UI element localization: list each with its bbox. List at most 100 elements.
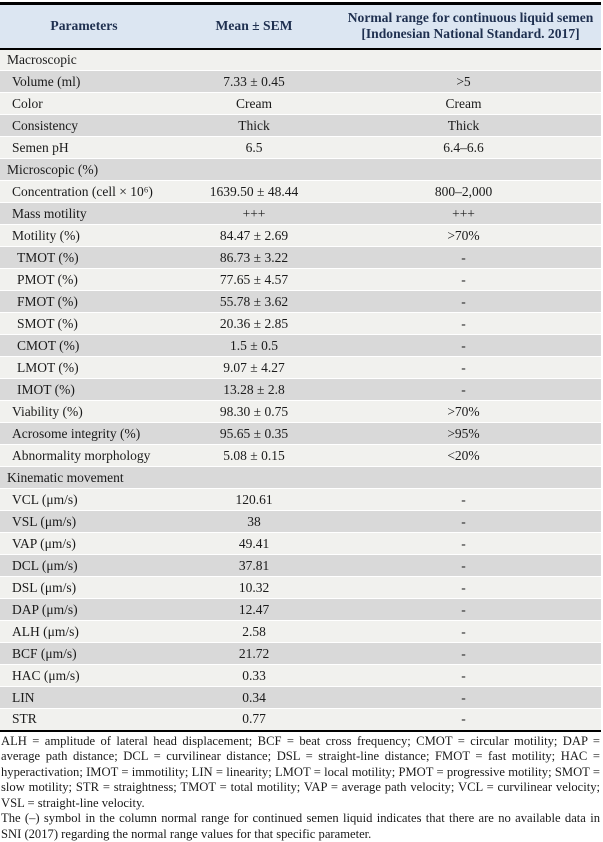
normal-range-value: - [461, 579, 466, 595]
table-row: Color Cream Cream [0, 92, 601, 115]
normal-range-value: >70% [447, 227, 480, 243]
normal-range-value: - [461, 689, 466, 705]
normal-range-value: - [461, 491, 466, 507]
table-row: Volume (ml) 7.33 ± 0.45 >5 [0, 70, 601, 93]
table-row: Viability (%) 98.30 ± 0.75 >70% [0, 400, 601, 423]
parameter-label: STR [12, 711, 37, 727]
mean-sem-value: Thick [238, 117, 270, 133]
table-row: Motility (%) 84.47 ± 2.69 >70% [0, 224, 601, 247]
parameter-label: CMOT (%) [17, 337, 80, 353]
section-row: Microscopic (%) [0, 158, 601, 181]
normal-range-value: Cream [445, 95, 482, 111]
table-row: Acrosome integrity (%) 95.65 ± 0.35 >95% [0, 422, 601, 445]
normal-range-value: - [461, 557, 466, 573]
header-normal-range-line2: [Indonesian National Standard. 2017] [361, 26, 580, 42]
header-normal-range: Normal range for continuous liquid semen… [340, 4, 601, 49]
normal-range-value: >5 [456, 73, 471, 89]
table-row: BCF (μm/s) 21.72 - [0, 642, 601, 665]
normal-range-value: >70% [447, 403, 480, 419]
mean-sem-value: 84.47 ± 2.69 [219, 227, 289, 243]
parameter-label: HAC (μm/s) [12, 667, 80, 683]
parameter-label: Consistency [12, 117, 78, 133]
normal-range-value: 6.4–6.6 [443, 139, 484, 155]
mean-sem-value: 77.65 ± 4.57 [219, 271, 289, 287]
table-row: IMOT (%) 13.28 ± 2.8 - [0, 378, 601, 401]
table-row: STR 0.77 - [0, 708, 601, 731]
normal-range-value: >95% [447, 425, 480, 441]
mean-sem-value: +++ [242, 205, 266, 221]
header-mean-sem: Mean ± SEM [215, 18, 293, 34]
section-label: Kinematic movement [7, 469, 124, 485]
mean-sem-value: 120.61 [235, 491, 273, 507]
table-row: VSL (μm/s) 38 - [0, 510, 601, 533]
mean-sem-value: 95.65 ± 0.35 [219, 425, 289, 441]
parameter-label: DSL (μm/s) [12, 579, 77, 595]
mean-sem-value: 38 [247, 513, 261, 529]
normal-range-value: +++ [452, 205, 475, 221]
footnote-dash-note: The (–) symbol in the column normal rang… [1, 811, 600, 841]
parameter-label: Color [12, 95, 43, 111]
parameter-label: TMOT (%) [17, 249, 79, 265]
parameter-label: LMOT (%) [17, 359, 79, 375]
table-body: Macroscopic Volume (ml) 7.33 ± 0.45 >5 Color… [0, 48, 601, 731]
mean-sem-value: 98.30 ± 0.75 [219, 403, 289, 419]
parameter-label: ALH (μm/s) [12, 623, 79, 639]
table-row: VAP (μm/s) 49.41 - [0, 532, 601, 555]
parameter-label: SMOT (%) [17, 315, 78, 331]
mean-sem-value: 1.5 ± 0.5 [230, 337, 278, 353]
parameter-label: FMOT (%) [17, 293, 78, 309]
normal-range-value: - [461, 513, 466, 529]
mean-sem-value: 0.34 [242, 689, 266, 705]
table-row: DSL (μm/s) 10.32 - [0, 576, 601, 599]
section-row: Kinematic movement [0, 466, 601, 489]
mean-sem-value: 9.07 ± 4.27 [223, 359, 285, 375]
normal-range-value: - [461, 623, 466, 639]
mean-sem-value: 20.36 ± 2.85 [219, 315, 289, 331]
normal-range-value: - [461, 381, 466, 397]
table-row: PMOT (%) 77.65 ± 4.57 - [0, 268, 601, 291]
normal-range-value: - [461, 337, 466, 353]
header-row: Parameters Mean ± SEM Normal range for c… [0, 3, 601, 49]
table-row: CMOT (%) 1.5 ± 0.5 - [0, 334, 601, 357]
table-header: Parameters Mean ± SEM Normal range for c… [0, 3, 601, 49]
table-row: Consistency Thick Thick [0, 114, 601, 137]
parameter-label: Viability (%) [12, 403, 83, 419]
parameter-label: VAP (μm/s) [12, 535, 76, 551]
parameter-label: Mass motility [12, 205, 87, 221]
normal-range-value: - [461, 315, 466, 331]
mean-sem-value: 12.47 [238, 601, 270, 617]
mean-sem-value: 55.78 ± 3.62 [219, 293, 289, 309]
normal-range-value: - [461, 645, 466, 661]
footnote-abbreviations: ALH = amplitude of lateral head displace… [1, 733, 600, 810]
parameter-label: DCL (μm/s) [12, 557, 78, 573]
parameter-label: VCL (μm/s) [12, 491, 78, 507]
header-parameters: Parameters [50, 18, 118, 34]
normal-range-value: - [461, 711, 466, 727]
mean-sem-value: 37.81 [238, 557, 270, 573]
table-row: DCL (μm/s) 37.81 - [0, 554, 601, 577]
parameter-label: LIN [12, 689, 35, 705]
semen-parameters-table: Parameters Mean ± SEM Normal range for c… [0, 2, 601, 732]
mean-sem-value: 7.33 ± 0.45 [223, 73, 285, 89]
table-row: ALH (μm/s) 2.58 - [0, 620, 601, 643]
table-row: SMOT (%) 20.36 ± 2.85 - [0, 312, 601, 335]
parameter-label: Semen pH [12, 139, 69, 155]
parameter-label: BCF (μm/s) [12, 645, 77, 661]
section-label: Microscopic (%) [7, 161, 99, 177]
parameter-label: VSL (μm/s) [12, 513, 77, 529]
mean-sem-value: 6.5 [245, 139, 263, 155]
mean-sem-value: 2.58 [242, 623, 266, 639]
table-row: HAC (μm/s) 0.33 - [0, 664, 601, 687]
parameter-label: Concentration (cell × 10⁶) [12, 183, 153, 199]
mean-sem-value: 49.41 [238, 535, 270, 551]
normal-range-value: 800–2,000 [434, 183, 493, 199]
normal-range-value: Thick [447, 117, 480, 133]
normal-range-value: - [461, 667, 466, 683]
parameter-label: Abnormality morphology [12, 447, 151, 463]
table-row: Abnormality morphology 5.08 ± 0.15 <20% [0, 444, 601, 467]
section-row: Macroscopic [0, 48, 601, 71]
normal-range-value: - [461, 249, 466, 265]
parameter-label: Volume (ml) [12, 73, 81, 89]
mean-sem-value: 1639.50 ± 48.44 [209, 183, 299, 199]
table-row: LMOT (%) 9.07 ± 4.27 - [0, 356, 601, 379]
